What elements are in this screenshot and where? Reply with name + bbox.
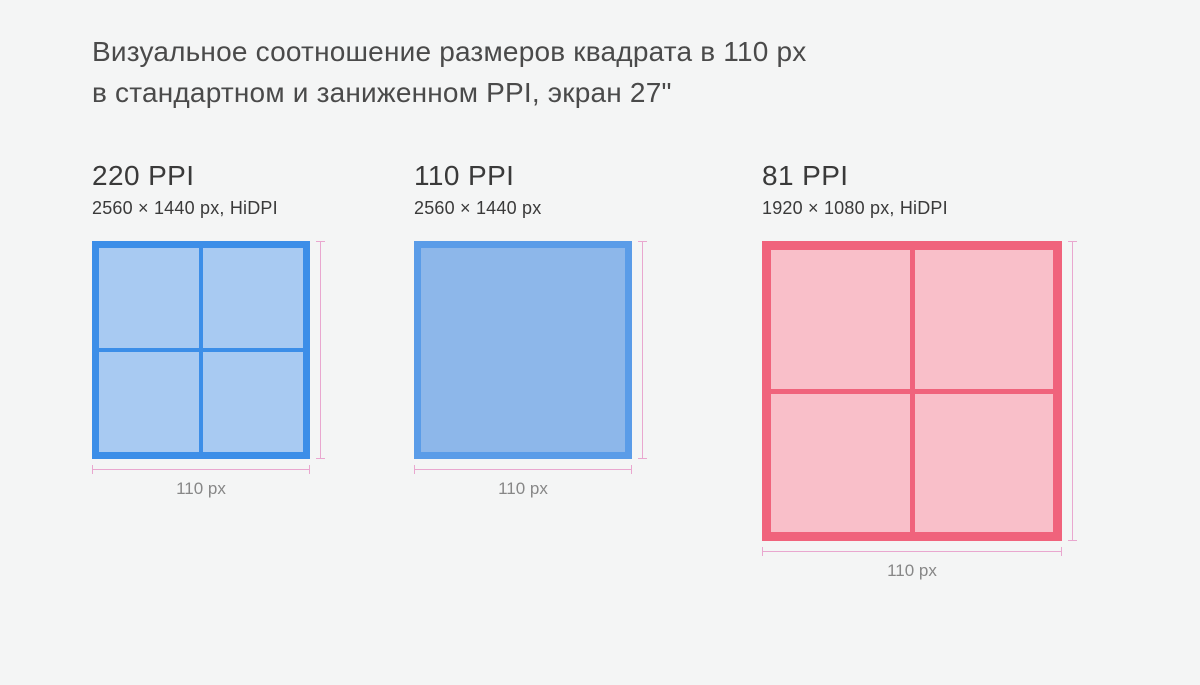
ppi-heading: 220 PPI — [92, 160, 310, 192]
grid-line-vertical — [199, 248, 203, 452]
title-line-2: в стандартном и заниженном PPI, экран 27… — [92, 77, 672, 108]
diagram-title: Визуальное соотношение размеров квадрата… — [92, 32, 806, 113]
ppi-panel-2: 81 PPI 1920 × 1080 px, HiDPI 110 px — [762, 160, 1062, 541]
ppi-heading: 110 PPI — [414, 160, 632, 192]
ppi-panel-1: 110 PPI 2560 × 1440 px 110 px — [414, 160, 632, 459]
grid-line-vertical — [910, 250, 915, 532]
dimension-label: 110 px — [762, 561, 1062, 581]
ppi-heading: 81 PPI — [762, 160, 1062, 192]
dimension-label: 110 px — [92, 479, 310, 499]
resolution-label: 1920 × 1080 px, HiDPI — [762, 198, 1062, 219]
square-figure: 110 px — [92, 241, 310, 459]
ppi-square — [762, 241, 1062, 541]
square-figure: 110 px — [762, 241, 1062, 541]
title-line-1: Визуальное соотношение размеров квадрата… — [92, 36, 806, 67]
ppi-square — [92, 241, 310, 459]
resolution-label: 2560 × 1440 px, HiDPI — [92, 198, 310, 219]
square-figure: 110 px — [414, 241, 632, 459]
dimension-label: 110 px — [414, 479, 632, 499]
resolution-label: 2560 × 1440 px — [414, 198, 632, 219]
ppi-panel-0: 220 PPI 2560 × 1440 px, HiDPI 110 px — [92, 160, 310, 459]
ppi-square — [414, 241, 632, 459]
